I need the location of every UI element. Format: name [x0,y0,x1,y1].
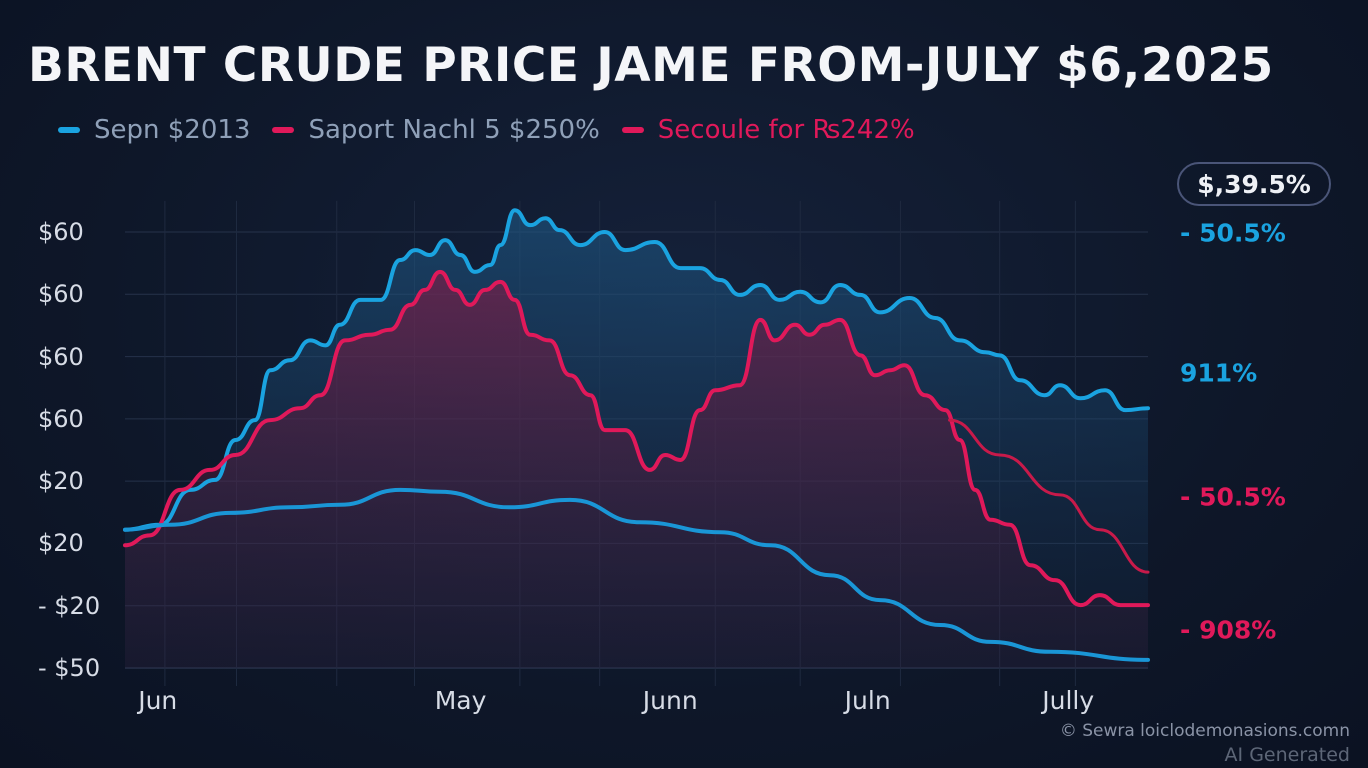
right-annotation: - 50.5% [1180,218,1286,248]
series-line-2 [948,418,1150,574]
legend-item: Sepn $2013 [58,115,250,145]
right-annotation: 911% [1180,358,1258,388]
x-tick-label: Junn [642,686,698,715]
ai-watermark: AI Generated [1224,744,1350,766]
y-tick-label: $60 [38,280,84,309]
y-tick-label: - $20 [38,591,101,620]
legend: Sepn $2013 Saport Nachl 5 $250% Secoule … [58,115,937,145]
series-line-1 [123,269,1150,608]
y-tick-label: $20 [38,529,84,558]
legend-label: Saport Nachl 5 $250% [308,115,600,145]
legend-swatch [272,127,295,133]
y-tick-label: $60 [38,218,84,246]
right-annotation: - 908% [1180,615,1277,645]
x-tick-label: Jully [1042,686,1095,715]
chart-title: BRENT CRUDE PRICE JAME FROM-JULY $6,2025 [28,38,1274,93]
x-tick-label: Juln [844,686,891,715]
y-tick-label: - $50 [38,654,101,682]
y-tick-label: $20 [38,467,84,496]
series-line-3 [123,487,1150,662]
series-line-0 [123,208,1150,532]
value-badge: $,39.5% [1177,162,1331,206]
x-tick-label: May [434,686,487,715]
x-tick-label: Jun [138,686,178,715]
source-credit: © Sewra loiclodemonasions.comn [1059,721,1350,741]
legend-item: Secoule for ₨242% [621,115,915,145]
legend-swatch [58,127,80,133]
legend-item: Saport Nachl 5 $250% [272,115,600,145]
y-tick-label: $60 [38,404,84,433]
y-tick-label: $60 [38,342,84,371]
right-annotation: - 50.5% [1180,482,1286,512]
legend-label: Secoule for ₨242% [657,115,915,145]
legend-swatch [621,127,644,133]
legend-label: Sepn $2013 [94,115,251,145]
